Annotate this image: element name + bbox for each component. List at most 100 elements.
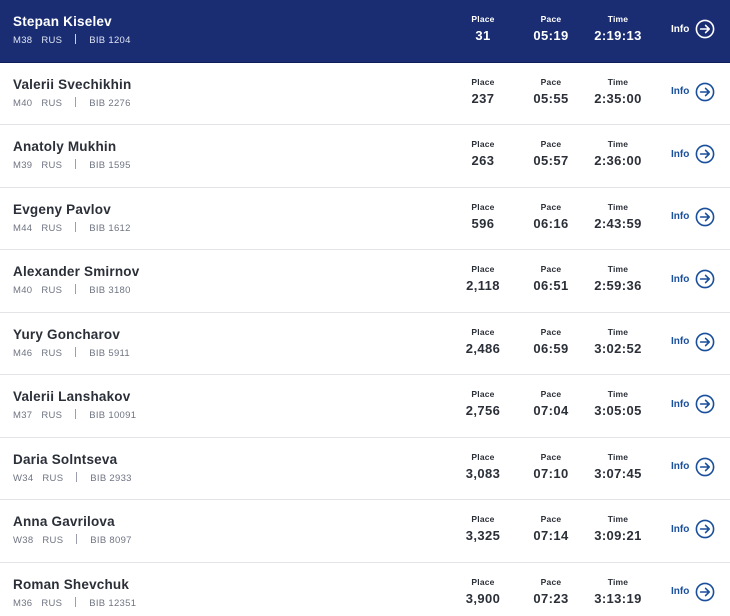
- pace-label: Pace: [540, 76, 562, 87]
- runner-name: Anatoly Mukhin: [13, 139, 117, 154]
- runner-name: Daria Solntseva: [13, 451, 118, 467]
- place-value: 263: [471, 153, 495, 168]
- pace-value: 05:57: [533, 153, 569, 168]
- pace-stat: Pace 07:04: [511, 389, 591, 418]
- time-value: 3:09:21: [594, 528, 642, 543]
- place-stat: Place 3,900: [443, 577, 523, 606]
- info-label: Info: [671, 586, 690, 597]
- pace-value: 07:04: [533, 403, 569, 418]
- pace-stat: Pace 05:57: [511, 139, 591, 168]
- arrow-right-circle-icon: [695, 457, 715, 477]
- runner-country: RUS: [41, 35, 63, 46]
- meta-divider: [75, 346, 77, 357]
- pace-label: Pace: [540, 451, 562, 462]
- runner-row[interactable]: Evgeny Pavlov M44 RUS BIB 1612 Place 596…: [0, 187, 730, 250]
- place-stat: Place 2,118: [443, 264, 523, 293]
- runner-bib: BIB 5911: [89, 347, 130, 359]
- runner-row[interactable]: Anna Gavrilova W38 RUS BIB 8097 Place 3,…: [0, 500, 730, 563]
- pace-value: 06:16: [533, 215, 569, 231]
- meta-divider: [75, 221, 77, 232]
- pace-label: Pace: [540, 139, 562, 149]
- info-button[interactable]: Info: [671, 582, 715, 602]
- pace-stat: Pace 06:16: [511, 202, 591, 231]
- time-value: 3:07:45: [594, 465, 642, 481]
- info-button[interactable]: Info: [671, 207, 715, 227]
- place-label: Place: [471, 76, 495, 87]
- time-stat: Time 3:02:52: [578, 327, 658, 356]
- place-label: Place: [471, 139, 495, 149]
- runner-row[interactable]: Yury Goncharov M46 RUS BIB 5911 Place 2,…: [0, 312, 730, 375]
- runner-row[interactable]: Valerii Lanshakov M37 RUS BIB 10091 Plac…: [0, 375, 730, 438]
- meta-divider: [75, 596, 77, 607]
- time-value: 2:43:59: [594, 215, 642, 231]
- runner-bib: BIB 12351: [89, 597, 137, 609]
- runner-row[interactable]: Stepan Kiselev M38 RUS BIB 1204 Place 31…: [0, 0, 730, 63]
- info-button[interactable]: Info: [671, 332, 715, 352]
- place-value: 3,900: [465, 590, 501, 606]
- runner-meta: W34 RUS BIB 2933: [13, 471, 132, 484]
- pace-value: 06:51: [533, 278, 569, 293]
- arrow-right-circle-icon: [695, 332, 715, 352]
- info-button[interactable]: Info: [671, 457, 715, 477]
- time-value: 2:36:00: [594, 153, 642, 168]
- info-button[interactable]: Info: [671, 519, 715, 539]
- place-value: 31: [475, 28, 491, 43]
- place-stat: Place 2,756: [443, 389, 523, 418]
- pace-stat: Pace 05:19: [511, 14, 591, 43]
- runner-row[interactable]: Roman Shevchuk M36 RUS BIB 12351 Place 3…: [0, 562, 730, 616]
- time-stat: Time 3:05:05: [578, 389, 658, 418]
- place-value: 237: [471, 90, 495, 106]
- place-stat: Place 596: [443, 202, 523, 231]
- info-button[interactable]: Info: [671, 269, 715, 289]
- info-button[interactable]: Info: [671, 19, 715, 39]
- runner-bib: BIB 2933: [90, 472, 132, 484]
- runner-category: W38: [13, 535, 34, 546]
- time-label: Time: [607, 514, 629, 524]
- arrow-right-circle-icon: [695, 82, 715, 102]
- runner-bib: BIB 10091: [89, 410, 137, 421]
- runner-name: Evgeny Pavlov: [13, 201, 111, 217]
- runner-country: RUS: [42, 535, 64, 546]
- pace-stat: Pace 07:10: [511, 452, 591, 481]
- pace-stat: Pace 06:59: [511, 327, 591, 356]
- runner-row[interactable]: Alexander Smirnov M40 RUS BIB 3180 Place…: [0, 250, 730, 313]
- time-stat: Time 2:35:00: [578, 77, 658, 106]
- runner-row[interactable]: Anatoly Mukhin M39 RUS BIB 1595 Place 26…: [0, 125, 730, 188]
- runner-bib: BIB 1204: [89, 35, 131, 46]
- arrow-right-circle-icon: [695, 269, 715, 289]
- time-stat: Time 2:43:59: [578, 202, 658, 231]
- runner-bib: BIB 8097: [90, 535, 132, 546]
- info-button[interactable]: Info: [671, 144, 715, 164]
- place-label: Place: [471, 201, 495, 212]
- place-value: 3,325: [465, 528, 501, 543]
- info-button[interactable]: Info: [671, 82, 715, 102]
- pace-label: Pace: [540, 389, 562, 399]
- arrow-right-circle-icon: [695, 519, 715, 539]
- pace-stat: Pace 07:14: [511, 514, 591, 543]
- place-value: 2,486: [465, 340, 501, 356]
- runner-name: Roman Shevchuk: [13, 576, 130, 592]
- info-button[interactable]: Info: [671, 394, 715, 414]
- time-stat: Time 3:07:45: [578, 452, 658, 481]
- runner-category: M38: [13, 35, 33, 46]
- meta-divider: [75, 34, 77, 44]
- runner-country: RUS: [41, 160, 63, 171]
- arrow-right-circle-icon: [695, 19, 715, 39]
- runner-row[interactable]: Daria Solntseva W34 RUS BIB 2933 Place 3…: [0, 437, 730, 500]
- runner-name: Stepan Kiselev: [13, 14, 112, 29]
- arrow-right-circle-icon: [695, 144, 715, 164]
- runner-meta: M44 RUS BIB 1612: [13, 221, 131, 234]
- meta-divider: [75, 284, 77, 294]
- pace-value: 06:59: [533, 340, 569, 356]
- time-stat: Time 3:13:19: [578, 577, 658, 606]
- runner-row[interactable]: Valerii Svechikhin M40 RUS BIB 2276 Plac…: [0, 62, 730, 125]
- time-label: Time: [607, 451, 629, 462]
- runner-category: M40: [13, 285, 33, 296]
- pace-label: Pace: [540, 326, 562, 337]
- place-label: Place: [471, 514, 495, 524]
- runner-country: RUS: [41, 285, 63, 296]
- time-label: Time: [607, 326, 629, 337]
- place-stat: Place 2,486: [443, 327, 523, 356]
- runner-category: M39: [13, 160, 33, 171]
